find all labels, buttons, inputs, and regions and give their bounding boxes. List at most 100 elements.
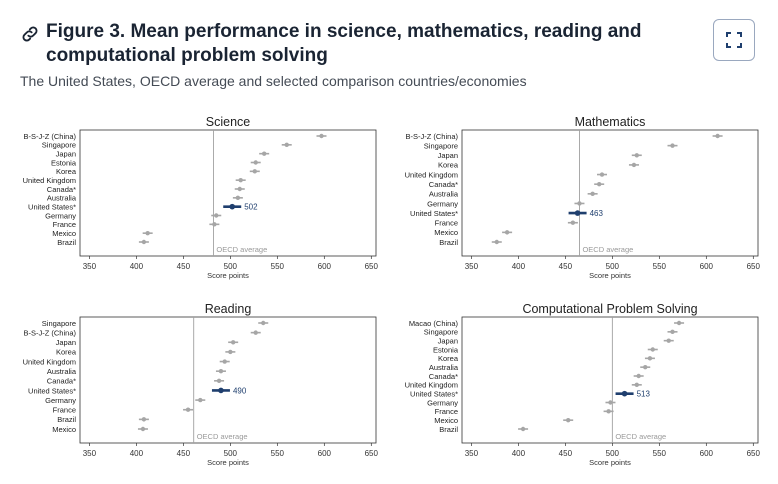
cps-category-label: Canada* xyxy=(429,372,458,381)
reading-data-point xyxy=(140,426,146,432)
mathematics-x-tick-label: 450 xyxy=(559,262,573,271)
mathematics-data-point xyxy=(631,162,637,168)
science-data-point xyxy=(252,169,257,174)
cps-x-tick-label: 400 xyxy=(512,449,526,458)
science-category-label: United States* xyxy=(28,202,76,211)
reading-category-label: Brazil xyxy=(57,415,76,424)
cps-category-label: Brazil xyxy=(439,425,458,434)
reading-data-point xyxy=(216,378,222,384)
cps-category-label: France xyxy=(435,407,458,416)
reading-category-label: Australia xyxy=(47,367,77,376)
science-x-tick-label: 450 xyxy=(177,262,191,271)
cps-x-tick-label: 550 xyxy=(653,449,667,458)
mathematics-data-point xyxy=(599,172,605,177)
science-x-tick-label: 350 xyxy=(83,262,97,271)
figure-header: Figure 3. Mean performance in science, m… xyxy=(20,20,660,68)
science-chart-title: Science xyxy=(206,115,251,129)
cps-data-point xyxy=(606,409,611,414)
mathematics-data-point xyxy=(634,153,639,158)
science-category-label: Japan xyxy=(56,149,76,158)
reading-category-label: Singapore xyxy=(42,319,76,328)
expand-icon xyxy=(726,32,742,48)
reading-highlight-value-label: 490 xyxy=(233,386,247,395)
science-category-label: Korea xyxy=(56,167,77,176)
reading-category-label: B-S-J-Z (China) xyxy=(23,328,76,337)
reading-data-point xyxy=(218,368,224,374)
mathematics-category-label: B-S-J-Z (China) xyxy=(405,132,458,141)
mathematics-data-point xyxy=(596,181,602,187)
mathematics-data-point xyxy=(590,191,595,197)
mathematics-category-label: United States* xyxy=(410,209,458,218)
figure-subtitle: The United States, OECD average and sele… xyxy=(20,73,527,89)
cps-category-label: United States* xyxy=(410,389,458,398)
cps-x-axis-label: Score points xyxy=(589,458,631,467)
reading-x-tick-label: 500 xyxy=(224,449,238,458)
cps-category-label: Korea xyxy=(438,354,459,363)
cps-x-tick-label: 500 xyxy=(606,449,620,458)
science-plot-frame xyxy=(79,129,377,257)
mathematics-x-axis-label: Score points xyxy=(589,271,631,280)
mathematics-category-label: Brazil xyxy=(439,238,458,247)
cps-data-point xyxy=(608,400,613,405)
reading-category-label: Mexico xyxy=(52,425,76,434)
reading-oecd-average-label: OECD average xyxy=(197,432,248,441)
science-data-point xyxy=(253,160,258,165)
reading-highlight-point xyxy=(218,387,224,394)
link-icon[interactable] xyxy=(20,24,40,44)
expand-button[interactable] xyxy=(713,19,755,61)
mathematics-x-tick-label: 600 xyxy=(700,262,714,271)
reading-plot-frame xyxy=(79,316,377,444)
science-category-label: Canada* xyxy=(47,185,76,194)
reading-data-point xyxy=(222,359,227,364)
mathematics-data-point xyxy=(570,220,576,225)
reading-category-label: France xyxy=(53,406,76,415)
mathematics-data-point xyxy=(577,201,582,206)
mathematics-category-label: Korea xyxy=(438,161,459,170)
reading-data-point xyxy=(141,417,147,422)
cps-oecd-average-label: OECD average xyxy=(615,432,666,441)
cps-data-point xyxy=(643,364,648,370)
reading-x-tick-label: 600 xyxy=(318,449,332,458)
cps-highlight-point xyxy=(621,390,628,397)
science-category-label: Mexico xyxy=(52,229,76,238)
science-x-axis-label: Score points xyxy=(207,271,249,280)
mathematics-x-tick-label: 400 xyxy=(512,262,526,271)
cps-data-point xyxy=(565,417,571,423)
reading-x-tick-label: 400 xyxy=(130,449,144,458)
reading-category-label: Japan xyxy=(56,338,76,347)
cps-chart-title: Computational Problem Solving xyxy=(522,302,697,316)
cps-category-label: Estonia xyxy=(433,345,459,354)
science-category-label: France xyxy=(53,220,76,229)
cps-highlight-value-label: 513 xyxy=(637,390,651,399)
cps-data-point xyxy=(670,329,675,335)
mathematics-x-tick-label: 650 xyxy=(747,262,761,271)
reading-category-label: Korea xyxy=(56,348,77,357)
title-row: Figure 3. Mean performance in science, m… xyxy=(20,20,660,68)
mathematics-chart-title: Mathematics xyxy=(575,115,646,129)
mathematics-category-label: Germany xyxy=(427,199,458,208)
reading-data-point xyxy=(261,320,266,326)
mathematics-category-label: Australia xyxy=(429,190,459,199)
mathematics-category-label: Canada* xyxy=(429,180,458,189)
cps-data-point xyxy=(520,426,526,432)
reading-data-point xyxy=(185,407,191,412)
reading-x-tick-label: 650 xyxy=(365,449,379,458)
mathematics-highlight-point xyxy=(574,210,581,216)
mathematics-category-label: Japan xyxy=(438,151,458,160)
science-category-label: Germany xyxy=(45,211,76,220)
cps-category-label: United Kingdom xyxy=(405,381,458,390)
science-data-point xyxy=(261,151,267,156)
mathematics-category-label: Singapore xyxy=(424,141,458,150)
mathematics-data-point xyxy=(715,133,720,139)
reading-data-point xyxy=(230,340,236,345)
science-x-tick-label: 550 xyxy=(271,262,285,271)
cps-data-point xyxy=(676,320,682,326)
cps-data-point xyxy=(634,382,639,388)
science-highlight-point xyxy=(229,203,236,210)
science-category-label: B-S-J-Z (China) xyxy=(23,132,76,141)
mathematics-x-tick-label: 500 xyxy=(606,262,620,271)
cps-data-point xyxy=(636,373,641,379)
science-data-point xyxy=(235,195,241,201)
reading-data-point xyxy=(253,330,258,335)
